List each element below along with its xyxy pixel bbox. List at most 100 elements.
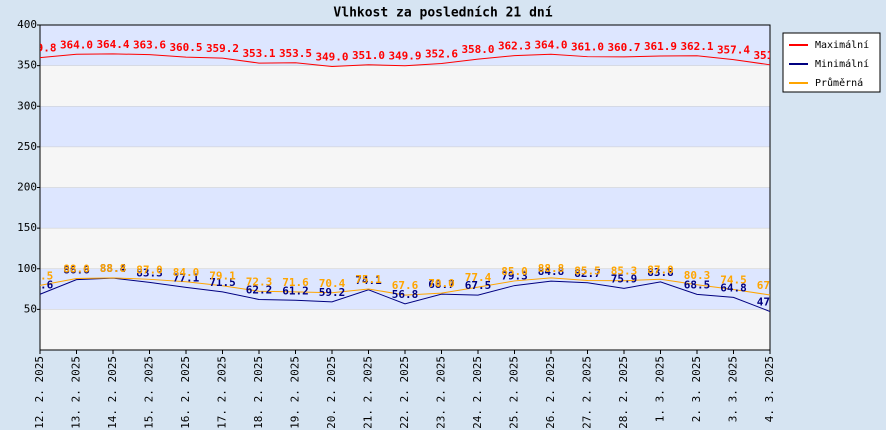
- x-tick-label: 4. 3. 2025: [763, 356, 776, 422]
- value-label: 353.5: [279, 47, 312, 60]
- grid-band: [40, 309, 770, 350]
- value-label: 349.0: [315, 50, 348, 63]
- value-label: 72.3: [246, 275, 273, 288]
- value-label: 61.2: [282, 284, 309, 297]
- value-label: 87.0: [136, 263, 163, 276]
- grid-band: [40, 228, 770, 269]
- value-label: 83.8: [647, 266, 674, 279]
- x-tick-label: 12. 2. 2025: [33, 356, 46, 429]
- value-label: 74.5: [720, 273, 747, 286]
- x-tick-label: 21. 2. 2025: [362, 356, 375, 429]
- grid-band: [40, 65, 770, 107]
- value-label: 67.5: [465, 279, 492, 292]
- value-label: 67.7: [757, 279, 784, 292]
- value-label: 361.9: [644, 40, 677, 53]
- x-tick-label: 23. 2. 2025: [435, 356, 448, 429]
- value-label: 351.0: [753, 49, 786, 62]
- value-label: 79.5: [27, 269, 54, 282]
- value-label: 75.1: [355, 273, 382, 286]
- value-label: 77.4: [465, 271, 492, 284]
- value-label: 68.7: [428, 278, 455, 291]
- series-line: [39, 277, 771, 296]
- grid-band: [40, 106, 770, 147]
- value-label: 70.4: [319, 277, 346, 290]
- chart-title: Vlhkost za posledních 21 dní: [333, 6, 552, 21]
- grid-band: [40, 187, 770, 229]
- y-tick-label: 50: [24, 302, 37, 315]
- x-tick-label: 18. 2. 2025: [252, 356, 265, 429]
- value-label: 88.0: [63, 263, 90, 276]
- value-label: 351.0: [352, 49, 385, 62]
- x-tick-label: 2. 3. 2025: [690, 356, 703, 422]
- x-tick-label: 1. 3. 2025: [654, 356, 667, 422]
- y-tick-label: 300: [17, 99, 37, 112]
- value-label: 62.2: [246, 283, 273, 296]
- grid-band: [40, 146, 770, 188]
- x-tick-label: 14. 2. 2025: [106, 356, 119, 429]
- series-line: [39, 53, 771, 67]
- x-tick-label: 17. 2. 2025: [216, 356, 229, 429]
- value-label: 67.6: [392, 279, 419, 292]
- value-label: 70.0: [428, 277, 455, 290]
- series-line: [39, 277, 771, 312]
- value-label: 360.7: [607, 41, 640, 54]
- legend-label: Maximální: [815, 39, 869, 51]
- value-label: 71.6: [282, 276, 309, 289]
- value-label: 364.0: [60, 38, 93, 51]
- value-label: 68.5: [684, 278, 711, 291]
- value-label: 349.9: [388, 50, 421, 63]
- x-tick-label: 16. 2. 2025: [179, 356, 192, 429]
- value-label: 56.8: [392, 288, 419, 301]
- value-label: 352.6: [425, 48, 458, 61]
- value-label: 362.1: [680, 40, 713, 53]
- x-tick-label: 24. 2. 2025: [471, 356, 484, 429]
- value-label: 362.3: [498, 40, 531, 53]
- x-tick-label: 19. 2. 2025: [289, 356, 302, 429]
- grid-band: [40, 268, 770, 310]
- value-label: 71.5: [209, 276, 236, 289]
- grid-band: [40, 25, 770, 66]
- value-label: 83.3: [136, 266, 163, 279]
- value-label: 84.8: [538, 265, 565, 278]
- x-tick-label: 26. 2. 2025: [544, 356, 557, 429]
- x-tick-label: 28. 2. 2025: [617, 356, 630, 429]
- value-label: 74.1: [355, 274, 382, 287]
- value-label: 88.8: [100, 262, 127, 275]
- y-tick-label: 250: [17, 140, 37, 153]
- value-label: 88.8: [538, 262, 565, 275]
- legend-label: Průměrná: [815, 77, 863, 89]
- y-tick-label: 400: [17, 18, 37, 31]
- x-tick-label: 27. 2. 2025: [581, 356, 594, 429]
- value-label: 75.9: [611, 272, 638, 285]
- value-label: 361.0: [571, 41, 604, 54]
- x-tick-label: 25. 2. 2025: [508, 356, 521, 429]
- value-label: 85.3: [611, 265, 638, 278]
- value-label: 59.2: [319, 286, 346, 299]
- value-label: 357.4: [717, 44, 750, 57]
- value-label: 80.3: [684, 269, 711, 282]
- value-label: 85.0: [501, 265, 528, 278]
- y-tick-label: 100: [17, 262, 37, 275]
- value-label: 358.0: [461, 43, 494, 56]
- value-label: 359.8: [23, 42, 56, 55]
- value-label: 364.0: [534, 38, 567, 51]
- x-tick-label: 22. 2. 2025: [398, 356, 411, 429]
- y-tick-label: 150: [17, 221, 37, 234]
- value-label: 353.1: [242, 47, 275, 60]
- value-label: 364.4: [96, 38, 129, 51]
- value-label: 87.0: [647, 263, 674, 276]
- value-label: 360.5: [169, 41, 202, 54]
- value-label: 88.4: [100, 262, 127, 275]
- value-label: 86.6: [63, 264, 90, 277]
- value-label: 77.1: [173, 271, 200, 284]
- x-tick-label: 15. 2. 2025: [143, 356, 156, 429]
- value-label: 84.0: [173, 266, 200, 279]
- value-label: 68.6: [27, 278, 54, 291]
- x-tick-label: 20. 2. 2025: [325, 356, 338, 429]
- y-tick-label: 200: [17, 181, 37, 194]
- value-label: 79.3: [501, 270, 528, 283]
- x-tick-label: 13. 2. 2025: [70, 356, 83, 429]
- value-label: 85.5: [574, 265, 601, 278]
- x-tick-label: 3. 3. 2025: [727, 356, 740, 422]
